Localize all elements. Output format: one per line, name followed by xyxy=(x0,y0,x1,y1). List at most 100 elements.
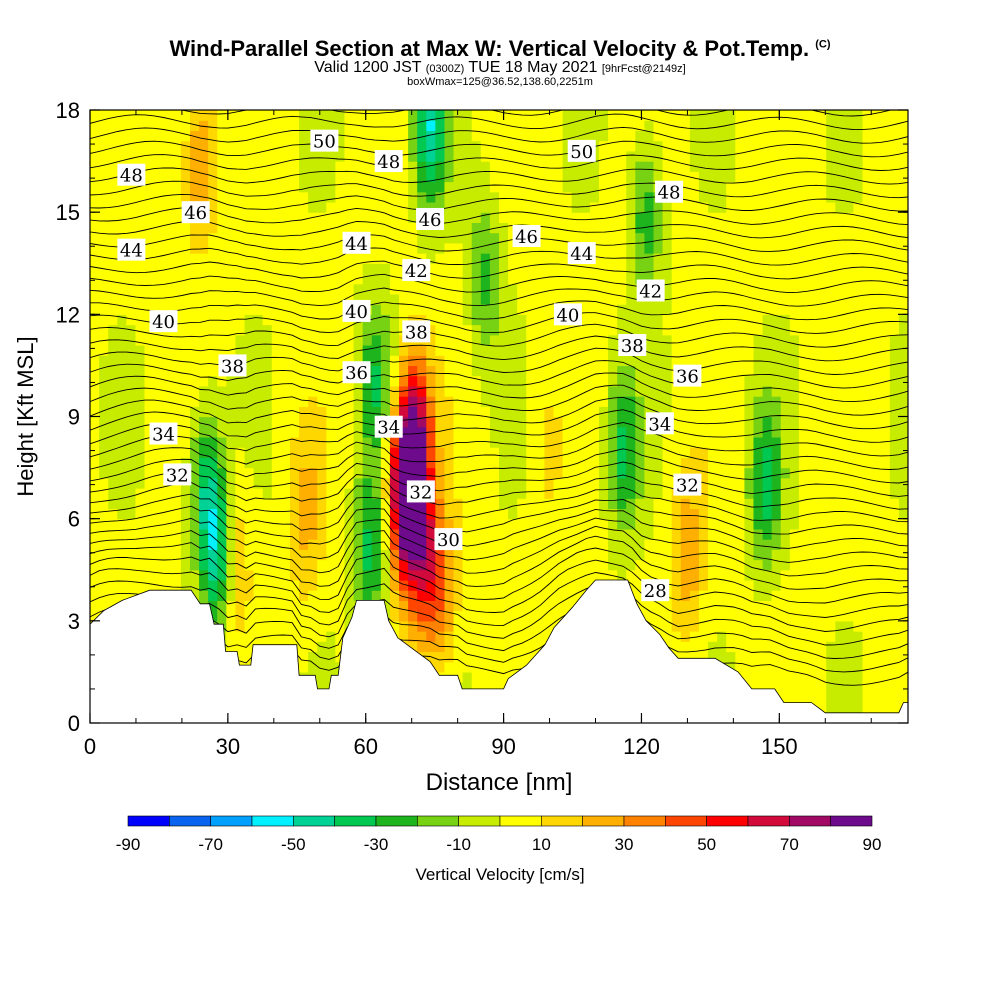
velocity-cell xyxy=(489,396,500,407)
velocity-cell xyxy=(717,406,727,418)
velocity-cell xyxy=(299,436,309,448)
velocity-cell xyxy=(244,140,255,152)
velocity-cell xyxy=(553,242,564,254)
velocity-cell xyxy=(208,140,218,152)
velocity-cell xyxy=(90,130,100,142)
velocity-cell xyxy=(108,181,118,193)
velocity-cell xyxy=(480,314,491,326)
velocity-cell xyxy=(362,467,373,479)
velocity-cell xyxy=(835,600,845,612)
velocity-cell xyxy=(726,539,736,550)
velocity-cell xyxy=(299,222,309,234)
velocity-cell xyxy=(726,569,736,581)
velocity-cell xyxy=(289,528,300,540)
velocity-cell xyxy=(399,304,409,315)
velocity-cell xyxy=(499,334,509,346)
velocity-cell xyxy=(226,334,237,346)
velocity-cell xyxy=(389,528,400,540)
velocity-cell xyxy=(90,426,100,438)
velocity-cell xyxy=(608,110,618,121)
velocity-cell xyxy=(535,161,546,172)
velocity-cell xyxy=(508,477,518,489)
velocity-cell xyxy=(835,375,845,387)
velocity-cell xyxy=(153,130,164,142)
velocity-cell xyxy=(99,590,109,601)
velocity-cell xyxy=(253,140,264,152)
velocity-cell xyxy=(244,201,255,213)
velocity-cell xyxy=(153,569,164,581)
velocity-cell xyxy=(717,620,727,632)
velocity-cell xyxy=(753,222,764,234)
velocity-cell xyxy=(208,334,218,346)
velocity-cell xyxy=(326,651,336,663)
velocity-cell xyxy=(217,181,227,193)
velocity-cell xyxy=(535,120,546,132)
velocity-cell xyxy=(798,304,809,315)
velocity-cell xyxy=(708,385,718,397)
velocity-cell xyxy=(326,406,336,418)
velocity-cell xyxy=(789,528,800,540)
velocity-cell xyxy=(435,150,446,162)
velocity-cell xyxy=(571,590,582,601)
velocity-cell xyxy=(608,539,618,550)
velocity-cell xyxy=(580,324,591,336)
velocity-cell xyxy=(299,488,309,499)
valid-date: TUE 18 May 2021 xyxy=(468,59,598,76)
velocity-cell xyxy=(544,181,555,193)
velocity-cell xyxy=(444,385,455,397)
velocity-cell xyxy=(344,569,355,581)
velocity-cell xyxy=(808,641,818,653)
velocity-cell xyxy=(680,528,691,540)
velocity-cell xyxy=(380,181,391,193)
velocity-cell xyxy=(199,447,209,458)
velocity-cell xyxy=(108,528,118,540)
velocity-cell xyxy=(199,171,209,183)
velocity-cell xyxy=(471,508,482,520)
velocity-cell xyxy=(108,304,118,315)
velocity-cell xyxy=(798,110,809,121)
velocity-cell xyxy=(780,283,791,295)
velocity-cell xyxy=(371,498,382,510)
velocity-cell xyxy=(162,191,173,203)
velocity-cell xyxy=(798,549,809,561)
velocity-cell xyxy=(108,273,118,285)
velocity-cell xyxy=(389,171,400,183)
velocity-cell xyxy=(808,212,818,223)
velocity-cell xyxy=(408,620,418,632)
velocity-cell xyxy=(180,191,191,203)
velocity-cell xyxy=(144,191,155,203)
velocity-cell xyxy=(162,150,173,162)
velocity-cell xyxy=(644,314,655,326)
velocity-cell xyxy=(280,610,291,622)
velocity-cell xyxy=(671,201,682,213)
velocity-cell xyxy=(698,304,709,315)
velocity-cell xyxy=(453,242,464,254)
velocity-cell xyxy=(462,130,473,142)
velocity-cell xyxy=(399,590,409,601)
velocity-cell xyxy=(153,212,164,223)
velocity-cell xyxy=(471,426,482,438)
velocity-cell xyxy=(426,631,436,642)
velocity-cell xyxy=(235,140,246,152)
velocity-cell xyxy=(480,426,491,438)
velocity-cell xyxy=(90,283,100,295)
velocity-cell xyxy=(299,385,309,397)
velocity-cell xyxy=(371,365,382,377)
velocity-cell xyxy=(689,263,700,275)
velocity-cell xyxy=(380,293,391,305)
velocity-cell xyxy=(408,590,418,601)
velocity-cell xyxy=(726,396,736,407)
velocity-cell xyxy=(262,293,273,305)
velocity-cell xyxy=(580,130,591,142)
velocity-cell xyxy=(598,283,609,295)
velocity-cell xyxy=(780,365,791,377)
velocity-cell xyxy=(617,518,627,530)
velocity-cell xyxy=(644,610,655,622)
velocity-cell xyxy=(744,365,755,377)
velocity-cell xyxy=(626,457,636,469)
velocity-cell xyxy=(526,488,536,499)
velocity-cell xyxy=(544,559,555,571)
velocity-cell xyxy=(771,610,782,622)
velocity-cell xyxy=(235,508,246,520)
velocity-cell xyxy=(598,222,609,234)
